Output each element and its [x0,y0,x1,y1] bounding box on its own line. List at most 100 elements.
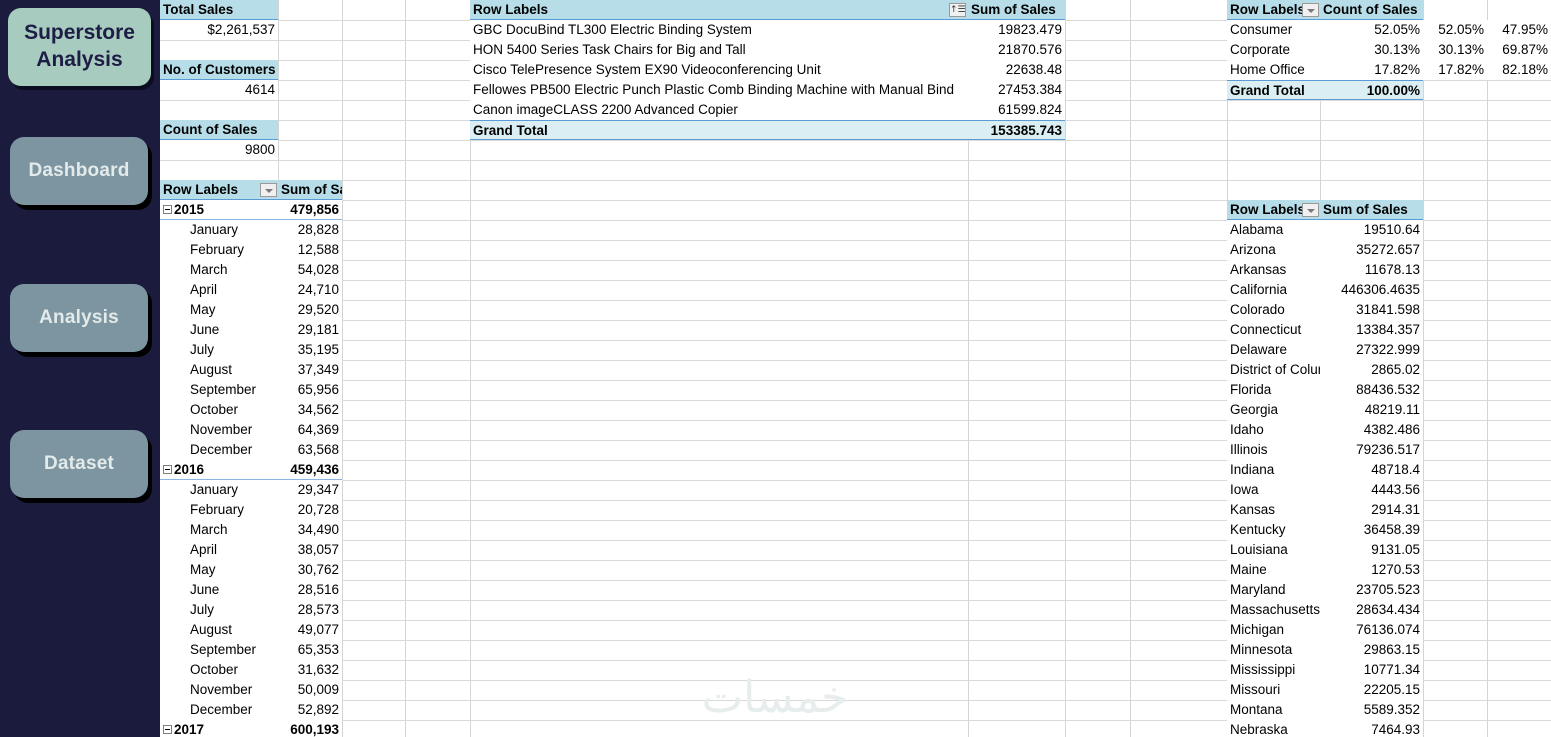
state-pivot-row-value: 23705.523 [1320,580,1423,600]
monthly-pivot-value: 12,588 [278,240,342,260]
state-pivot-row-label: District of Colun [1227,360,1320,380]
monthly-pivot-month-label: November [160,420,278,440]
segment-pivot-row-pct-of-total: 17.82% [1423,60,1487,80]
sidebar: Superstore Analysis Dashboard Analysis D… [0,0,160,737]
state-pivot-row-label: Connecticut [1227,320,1320,340]
state-pivot-row-value: 11678.13 [1320,260,1423,280]
monthly-pivot-value: 28,828 [278,220,342,240]
state-pivot-row-value: 13384.357 [1320,320,1423,340]
product-pivot-row-label: HON 5400 Series Task Chairs for Big and … [470,40,968,60]
product-pivot-grand-total-label: Grand Total [470,120,968,140]
monthly-pivot-month-label: February [160,500,278,520]
monthly-pivot-value: 479,856 [278,200,342,220]
monthly-pivot-value: 28,516 [278,580,342,600]
collapse-minus-icon[interactable] [163,465,172,474]
product-pivot-row-value: 61599.824 [968,100,1065,120]
monthly-pivot-value: 52,892 [278,700,342,720]
product-pivot-grand-total-value: 153385.743 [968,120,1065,140]
product-pivot-row-value: 27453.384 [968,80,1065,100]
product-pivot-header-row-labels: Row Labels [470,0,968,20]
monthly-pivot-value: 28,573 [278,600,342,620]
monthly-pivot-year-label: 2017 [160,720,278,737]
state-pivot-row-value: 28634.434 [1320,600,1423,620]
monthly-pivot-value: 34,490 [278,520,342,540]
state-pivot-row-label: Iowa [1227,480,1320,500]
state-pivot-row-value: 88436.532 [1320,380,1423,400]
kpi-label-1: No. of Customers [160,60,278,80]
monthly-pivot-month-label: March [160,260,278,280]
state-pivot-header-value: Sum of Sales [1320,200,1423,220]
segment-pivot-filter-dropdown[interactable] [1302,3,1319,17]
monthly-pivot-month-label: March [160,520,278,540]
monthly-pivot-month-label: April [160,280,278,300]
monthly-pivot-month-label: October [160,400,278,420]
monthly-pivot-month-label: May [160,300,278,320]
state-pivot-row-label: Arkansas [1227,260,1320,280]
monthly-pivot-value: 29,347 [278,480,342,500]
product-pivot-row-label: Fellowes PB500 Electric Punch Plastic Co… [470,80,968,100]
state-pivot-filter-dropdown[interactable] [1302,203,1319,217]
state-pivot-row-value: 76136.074 [1320,620,1423,640]
state-pivot-row-value: 35272.657 [1320,240,1423,260]
state-pivot-row-label: Arizona [1227,240,1320,260]
monthly-pivot-value: 20,728 [278,500,342,520]
kpi-label-2: Count of Sales [160,120,278,140]
monthly-pivot-value: 31,632 [278,660,342,680]
state-pivot-row-label: Montana [1227,700,1320,720]
monthly-pivot-month-label: November [160,680,278,700]
segment-pivot-header-value: Count of Sales [1320,0,1423,20]
state-pivot-row-value: 9131.05 [1320,540,1423,560]
state-pivot-row-value: 19510.64 [1320,220,1423,240]
state-pivot-row-label: Michigan [1227,620,1320,640]
sidebar-item-dataset[interactable]: Dataset [10,430,148,498]
monthly-pivot-month-label: February [160,240,278,260]
monthly-pivot-value: 29,181 [278,320,342,340]
monthly-pivot-month-label: September [160,640,278,660]
monthly-pivot-month-label: September [160,380,278,400]
sort-filter-icon[interactable]: ↑☰ [949,3,966,17]
product-pivot-row-label: GBC DocuBind TL300 Electric Binding Syst… [470,20,968,40]
monthly-pivot-filter-dropdown[interactable] [260,183,277,197]
state-pivot-row-label: Missouri [1227,680,1320,700]
segment-pivot-grand-total-value: 100.00% [1320,80,1423,100]
monthly-pivot-value: 30,762 [278,560,342,580]
segment-pivot-row-value: 52.05% [1320,20,1423,40]
collapse-minus-icon[interactable] [163,725,172,734]
state-pivot-row-value: 4382.486 [1320,420,1423,440]
state-pivot-row-value: 4443.56 [1320,480,1423,500]
state-pivot-row-label: Minnesota [1227,640,1320,660]
segment-pivot-row-pct-remaining: 69.87% [1487,40,1551,60]
segment-pivot-row-label: Home Office [1227,60,1320,80]
monthly-pivot-header-value: Sum of Sales [278,180,342,200]
state-pivot-row-label: Mississippi [1227,660,1320,680]
state-pivot-row-value: 79236.517 [1320,440,1423,460]
monthly-pivot-month-label: August [160,620,278,640]
monthly-pivot-month-label: December [160,440,278,460]
monthly-pivot-month-label: January [160,480,278,500]
state-pivot-row-label: Illinois [1227,440,1320,460]
monthly-pivot-value: 24,710 [278,280,342,300]
state-pivot-row-value: 7464.93 [1320,720,1423,737]
state-pivot-row-value: 5589.352 [1320,700,1423,720]
monthly-pivot-value: 65,353 [278,640,342,660]
state-pivot-row-label: Maine [1227,560,1320,580]
state-pivot-row-label: California [1227,280,1320,300]
state-pivot-row-label: Colorado [1227,300,1320,320]
product-pivot-row-value: 22638.48 [968,60,1065,80]
state-pivot-row-label: Delaware [1227,340,1320,360]
state-pivot-row-value: 1270.53 [1320,560,1423,580]
monthly-pivot-value: 600,193 [278,720,342,737]
collapse-minus-icon[interactable] [163,205,172,214]
monthly-pivot-month-label: April [160,540,278,560]
kpi-value-2: 9800 [160,140,278,160]
monthly-pivot-month-label: June [160,580,278,600]
product-pivot-row-value: 21870.576 [968,40,1065,60]
sidebar-item-dashboard[interactable]: Dashboard [10,137,148,205]
sidebar-item-analysis[interactable]: Analysis [10,284,148,352]
monthly-pivot-value: 34,562 [278,400,342,420]
app-title-card: Superstore Analysis [8,8,151,86]
monthly-pivot-value: 38,057 [278,540,342,560]
monthly-pivot-value: 64,369 [278,420,342,440]
segment-pivot-row-value: 30.13% [1320,40,1423,60]
